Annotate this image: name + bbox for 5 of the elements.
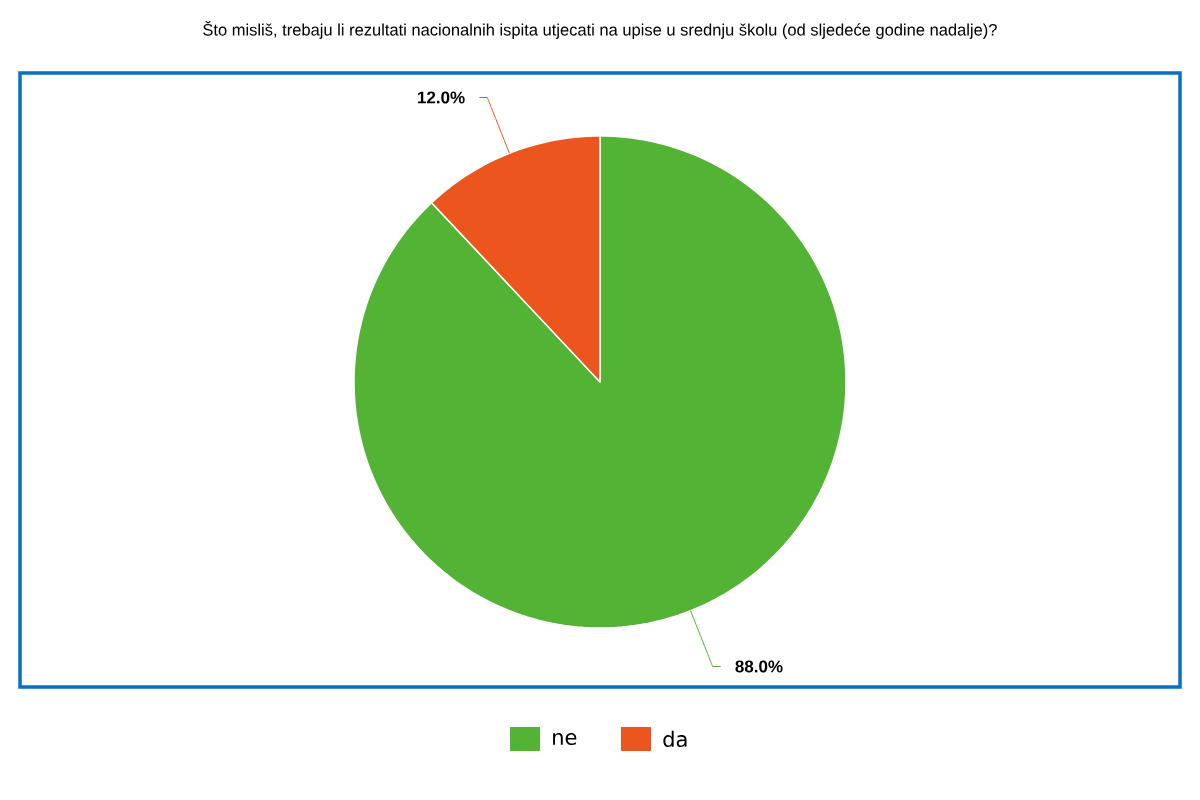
data-label: 12.0% [418, 91, 465, 104]
chart-title: Što misliš, trebaju li rezultati nacionalnih ispita utjecati na upise u srednju školu (od sljedeće godine nadalje)? [203, 21, 997, 39]
legend-label: ne [553, 732, 577, 746]
data-label: 88.0% [735, 660, 783, 673]
legend-label: da [663, 730, 687, 748]
